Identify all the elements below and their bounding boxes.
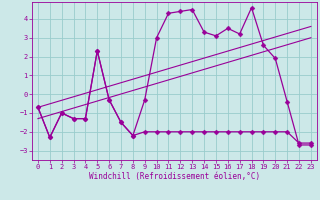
X-axis label: Windchill (Refroidissement éolien,°C): Windchill (Refroidissement éolien,°C) — [89, 172, 260, 181]
